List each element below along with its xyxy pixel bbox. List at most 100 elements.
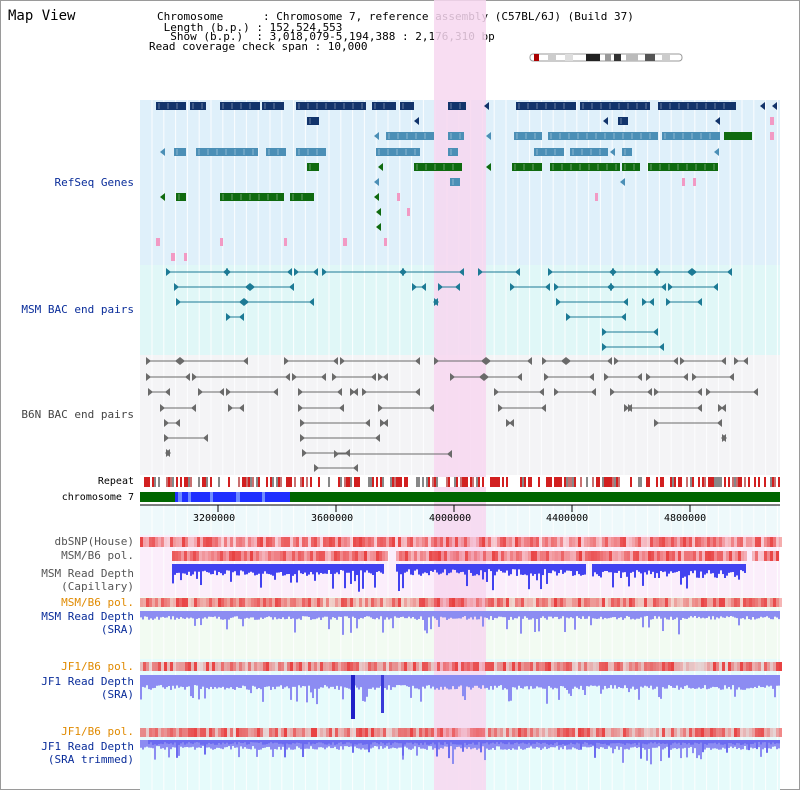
depth-bar [190,611,192,618]
depth-bar [256,740,258,757]
depth-bar [272,740,274,744]
gene-arrow [545,283,550,291]
depth-bar [400,564,402,575]
pol-cell [518,537,521,547]
depth-bar [614,611,616,618]
depth-bar [506,611,508,630]
depth-bar [644,740,646,750]
repeat-mark [716,477,718,487]
depth-bar [432,675,434,687]
depth-bar [568,740,570,750]
pol-cell [512,598,515,607]
coverage-span-info: Read coverage check span : 10,000 [149,40,368,53]
pol-cell [452,728,455,737]
depth-bar [706,740,708,745]
depth-bar [744,611,746,620]
pol-cell [164,728,167,737]
pol-cell [385,551,388,561]
depth-bar [512,740,514,745]
pol-cell [320,598,323,607]
pol-cell [479,537,482,547]
depth-bar [708,740,710,744]
depth-bar [516,740,518,750]
pol-cell [449,728,452,737]
depth-bar [684,675,686,687]
depth-bar [170,740,172,750]
gene-arrow [239,313,244,321]
pol-cell [455,598,458,607]
pol-cell [557,537,560,547]
pol-cell [473,537,476,547]
depth-bar [632,564,634,572]
pol-cell [320,662,323,671]
pol-cell [419,598,422,607]
depth-bar [690,564,692,572]
repeat-mark [732,477,734,487]
repeat-mark [238,477,240,487]
depth-bar [718,675,720,689]
depth-bar [318,564,320,575]
depth-bar [148,740,150,745]
depth-bar [272,611,274,620]
pol-cell [695,537,698,547]
gene-arrow [298,404,303,412]
depth-bar [210,564,212,575]
depth-bar [736,564,738,576]
depth-bar [590,740,592,745]
pol-cell [551,728,554,737]
pol-cell [335,598,338,607]
pol-cell [651,551,654,561]
depth-bar [558,675,560,700]
pol-cell [683,662,686,671]
depth-bar [402,611,404,617]
depth-bar [334,740,336,745]
pol-cell [266,598,269,607]
pol-cell [752,598,755,607]
pol-cell [356,662,359,671]
depth-bar [470,740,472,750]
pol-cell [498,551,501,561]
pol-cell [420,551,423,561]
pol-cell [659,598,662,607]
depth-bar [604,675,606,686]
depth-bar [712,740,714,749]
pol-cell [761,662,764,671]
pol-cell [749,537,752,547]
depth-bar [252,675,254,686]
pol-cell [193,551,196,561]
depth-bar [652,564,654,572]
pol-cell [170,537,173,547]
depth-bar [406,740,408,748]
repeat-mark [660,477,662,487]
depth-bar [736,611,738,619]
depth-bar [358,675,360,690]
depth-bar [512,564,514,570]
pol-cell [504,551,507,561]
pol-cell [326,598,329,607]
pol-cell [410,598,413,607]
depth-bar [570,740,572,743]
depth-bar [520,675,522,688]
depth-bar [236,611,238,617]
depth-bar [494,564,496,576]
pol-cell [431,598,434,607]
pol-cell [374,662,377,671]
depth-bar [458,564,460,574]
gene-arrow [365,419,370,427]
pol-cell [401,662,404,671]
depth-bar [218,611,220,617]
repeat-mark [646,477,648,487]
pol-cell [689,537,692,547]
depth-bar [654,675,656,689]
depth-bar [222,740,224,743]
depth-bar [588,611,590,617]
pol-cell [482,662,485,671]
depth-bar [258,675,260,689]
pol-cell [305,537,308,547]
depth-bar [410,740,412,750]
pol-cell [776,662,779,671]
pol-cell [590,598,593,607]
pol-cell [341,598,344,607]
depth-bar [650,675,652,686]
